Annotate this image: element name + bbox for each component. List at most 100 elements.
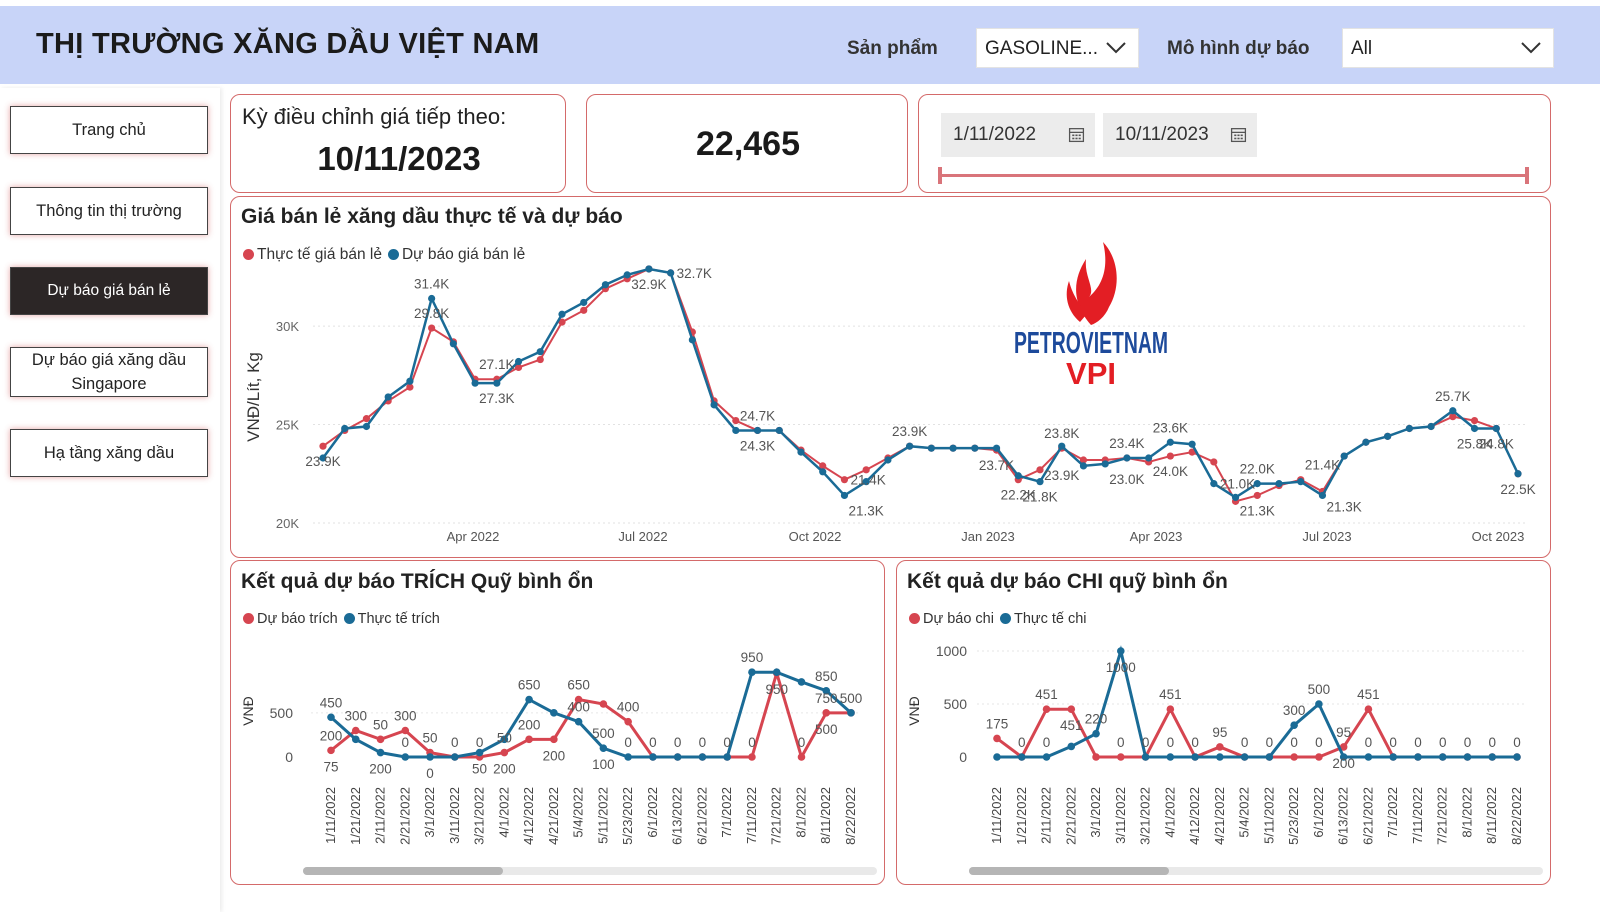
data-point: [1340, 452, 1348, 460]
legend-forecast-label: Dự báo giá bán lẻ: [401, 246, 526, 263]
data-point: [580, 298, 588, 307]
x-tick-label: Oct 2023: [1472, 529, 1525, 544]
product-dropdown-value: GASOLINE...: [985, 38, 1098, 59]
data-point: [451, 753, 459, 761]
data-point: [1463, 753, 1472, 761]
nav-singapore-forecast-button[interactable]: Dự báo giá xăng dầu Singapore: [10, 347, 208, 397]
data-point: [819, 462, 827, 470]
data-label: 0: [1439, 735, 1447, 750]
data-label: 0: [1290, 735, 1298, 750]
start-date-input[interactable]: 1/11/2022: [941, 113, 1095, 157]
x-tick-label: 3/11/2022: [1113, 787, 1128, 844]
product-filter-label: Sản phẩm: [847, 38, 938, 59]
y-axis-title: VNĐ: [906, 696, 922, 726]
y-tick-label: 25K: [276, 418, 299, 433]
date-range-start-handle[interactable]: [938, 167, 942, 184]
data-label: 0: [1142, 735, 1150, 750]
data-point: [475, 748, 484, 757]
date-range-end-handle[interactable]: [1525, 167, 1529, 184]
legend-dot-icon: [343, 613, 355, 624]
data-point: [599, 744, 608, 752]
nav-home-button[interactable]: Trang chủ: [10, 106, 208, 154]
data-point: [1492, 424, 1500, 433]
data-label: 0: [1117, 735, 1125, 750]
data-label: 21.8K: [1022, 490, 1057, 505]
horizontal-scrollbar-track[interactable]: [969, 867, 1543, 875]
x-tick-label: 5/4/2022: [571, 787, 586, 838]
calendar-icon[interactable]: [1230, 126, 1247, 143]
legend-item-actual-spending[interactable]: Thực tế chi: [999, 611, 1087, 627]
legend-label: Dự báo chi: [923, 611, 994, 627]
data-label: 175: [986, 716, 1009, 731]
data-label: 21.3K: [1327, 499, 1362, 514]
data-point: [775, 426, 783, 435]
legend-item-forecast[interactable]: Dự báo giá bán lẻ: [387, 246, 526, 264]
legend-label: Dự báo trích: [257, 611, 338, 627]
x-tick-label: 6/13/2022: [670, 787, 685, 845]
data-point: [1210, 458, 1218, 466]
model-dropdown[interactable]: All: [1342, 28, 1554, 68]
data-label: 0: [1241, 735, 1249, 750]
data-label: 451: [1060, 718, 1083, 733]
data-point: [1117, 647, 1125, 655]
forecast-value: 22,465: [696, 125, 800, 163]
spending-line-chart[interactable]: VNĐ 0 500 1000 1/11/2022 1/21/2022 2/11/2022 2/…: [897, 561, 1549, 883]
data-label: 50: [472, 762, 487, 777]
data-label: 400: [567, 700, 590, 715]
data-point: [624, 717, 632, 726]
data-point: [667, 269, 675, 277]
data-point: [1253, 480, 1261, 488]
data-point: [1513, 753, 1521, 761]
data-point: [927, 444, 935, 452]
legend-item-forecast-contribution[interactable]: Dự báo trích: [243, 611, 338, 627]
data-point: [1449, 413, 1457, 421]
left-nav-panel: Trang chủ Thông tin thị trường Dự báo gi…: [0, 88, 220, 912]
x-tick-label: 2/11/2022: [373, 787, 388, 844]
data-label: 25.8K: [1457, 436, 1492, 451]
x-tick-label: 8/1/2022: [793, 787, 808, 838]
x-tick-label: 7/21/2022: [769, 787, 784, 845]
legend-item-actual-contribution[interactable]: Thực tế trích: [343, 611, 440, 627]
legend-label: Thực tế trích: [357, 611, 440, 627]
calendar-icon[interactable]: [1068, 126, 1085, 143]
nav-infrastructure-button[interactable]: Hạ tầng xăng dầu: [10, 429, 208, 477]
data-point: [1166, 438, 1174, 446]
horizontal-scrollbar-track[interactable]: [303, 867, 877, 875]
data-label: 400: [617, 700, 640, 715]
legend-item-forecast-spending[interactable]: Dự báo chi: [909, 611, 994, 627]
data-point: [723, 753, 731, 761]
data-label: 25.7K: [1435, 389, 1470, 404]
data-label: 21.0K: [1220, 477, 1255, 492]
data-point: [319, 442, 327, 450]
data-point: [362, 422, 371, 431]
nav-market-info-button[interactable]: Thông tin thị trường: [10, 187, 208, 235]
data-point: [906, 442, 914, 450]
data-label: 850: [815, 669, 838, 684]
x-tick-label: 4/21/2022: [1212, 787, 1227, 845]
nav-retail-forecast-button[interactable]: Dự báo giá bán lẻ: [10, 267, 208, 315]
data-point: [471, 379, 479, 387]
x-tick-label: 2/21/2022: [397, 787, 412, 845]
data-point: [1042, 753, 1051, 761]
data-label: 95: [1336, 725, 1351, 740]
date-range-slider-track[interactable]: [941, 174, 1527, 177]
data-point: [536, 355, 544, 364]
model-dropdown-value: All: [1351, 38, 1373, 59]
data-point: [574, 695, 583, 704]
data-label: 22.0K: [1240, 462, 1275, 477]
horizontal-scrollbar-thumb[interactable]: [969, 867, 1169, 875]
x-tick-label: 7/11/2022: [1410, 787, 1425, 844]
x-tick-label: 3/21/2022: [472, 787, 487, 845]
product-dropdown[interactable]: GASOLINE...: [976, 28, 1139, 68]
x-tick-label: 1/11/2022: [323, 787, 338, 844]
x-tick-label: 5/23/2022: [620, 787, 635, 845]
legend-item-actual[interactable]: Thực tế giá bán lẻ: [243, 246, 382, 264]
end-date-input[interactable]: 10/11/2023: [1103, 113, 1257, 157]
horizontal-scrollbar-thumb[interactable]: [303, 867, 503, 875]
data-point: [493, 379, 501, 387]
data-point: [599, 700, 608, 708]
x-tick-label: 7/1/2022: [1385, 787, 1400, 838]
retail-price-line-chart[interactable]: VNĐ/Lít, Kg 20K 25K 30K Apr 2022 Jul 2022 Oct …: [231, 197, 1549, 557]
data-label: 200: [369, 762, 392, 777]
